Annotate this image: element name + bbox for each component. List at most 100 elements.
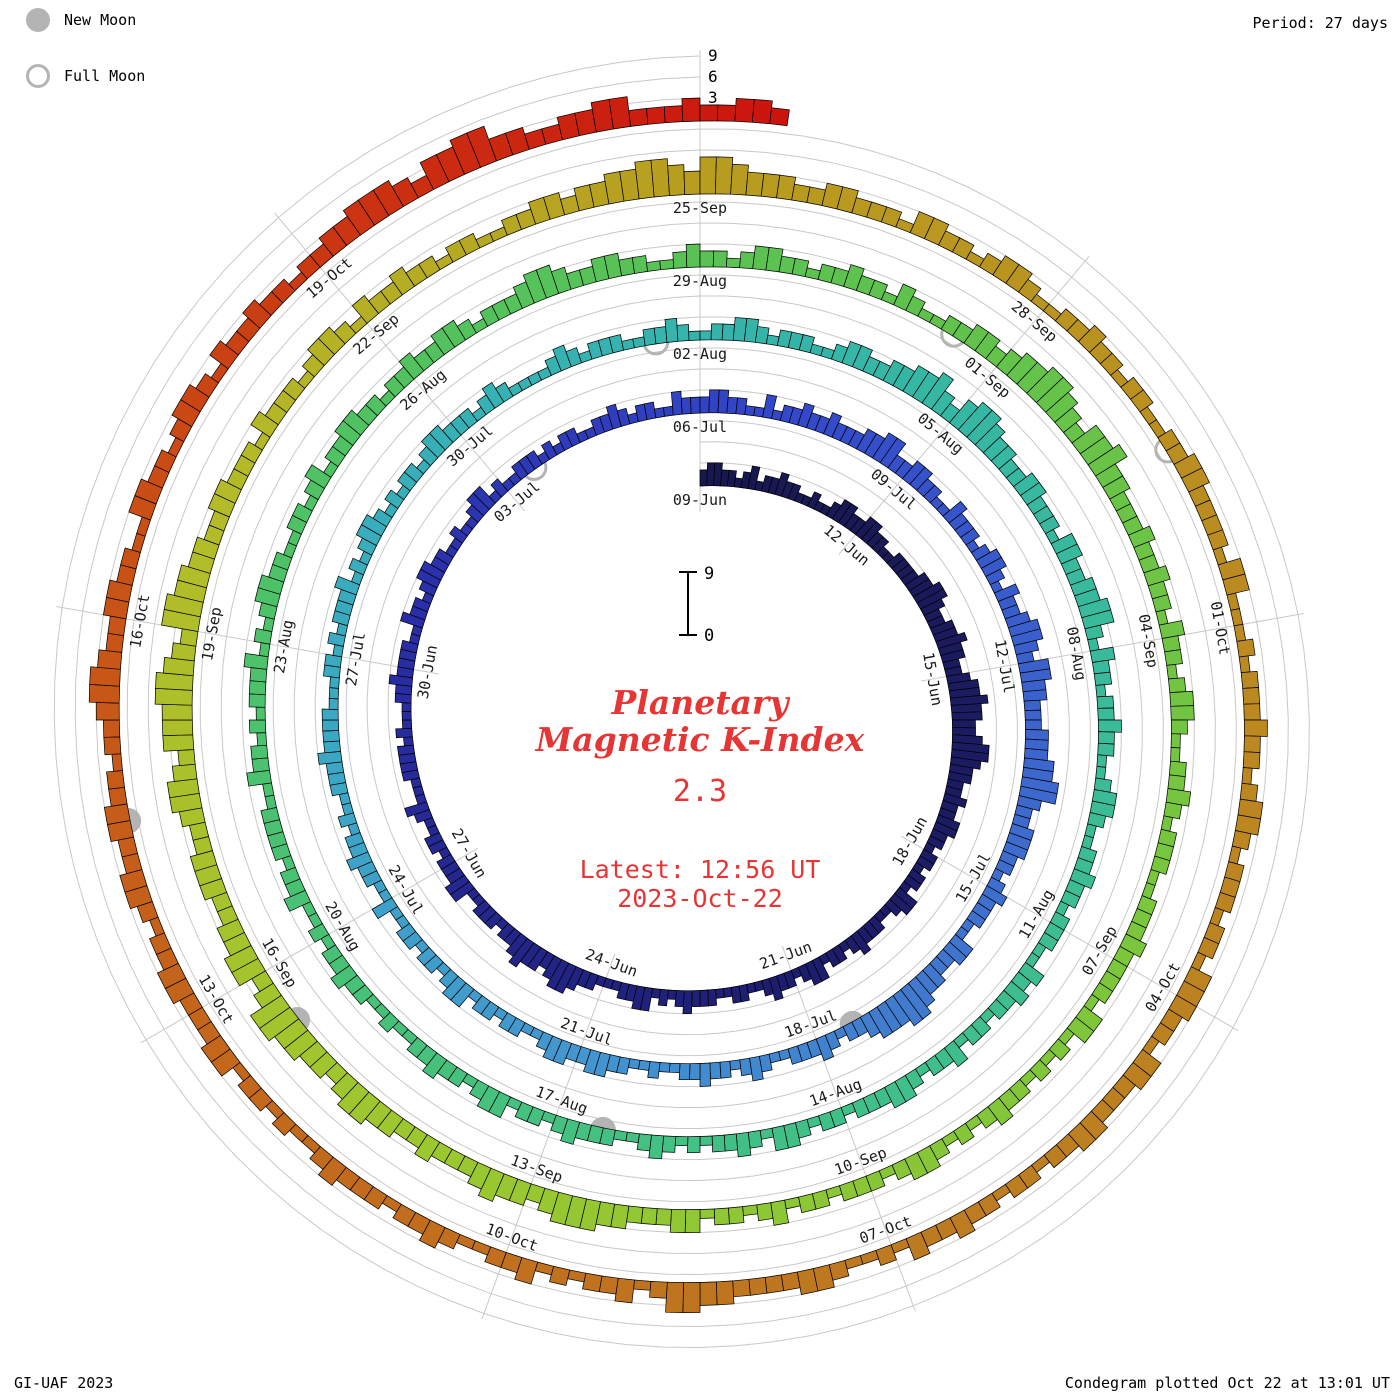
k-bar	[1230, 608, 1244, 627]
k-bar	[653, 326, 668, 345]
legend-full-moon: Full Moon	[26, 64, 145, 88]
k-bar	[322, 730, 340, 743]
k-bar	[787, 483, 802, 502]
k-bar	[1077, 324, 1107, 353]
k-bar	[1168, 677, 1187, 693]
k-bar	[102, 719, 121, 738]
k-bar	[251, 757, 270, 773]
k-bar	[608, 96, 631, 130]
k-bar	[307, 923, 330, 943]
k-bar	[761, 977, 774, 997]
k-bar	[951, 237, 975, 260]
k-bar	[1016, 795, 1042, 812]
k-bar	[754, 326, 770, 345]
k-bar	[1242, 687, 1261, 705]
k-bar	[1096, 695, 1115, 709]
k-bar	[1097, 742, 1115, 757]
k-bar	[495, 381, 514, 403]
k-bar	[1151, 594, 1172, 613]
k-bar	[966, 409, 1002, 446]
k-bar	[1197, 936, 1220, 960]
k-bar	[466, 125, 497, 168]
k-bar	[699, 250, 715, 268]
k-bar	[131, 532, 146, 553]
k-bar	[1243, 703, 1261, 721]
scale-bar-min-label: 0	[704, 626, 714, 646]
date-label: 28-Sep	[1008, 297, 1061, 346]
k-bar	[926, 835, 945, 851]
k-bar	[796, 1268, 819, 1296]
k-bar	[769, 107, 790, 127]
k-bar	[434, 548, 454, 566]
k-bar	[514, 1257, 539, 1285]
k-bar	[669, 1208, 687, 1233]
k-bar	[904, 1152, 929, 1181]
k-bar	[699, 1062, 711, 1087]
k-bar	[726, 257, 741, 269]
k-bar	[674, 990, 685, 1008]
k-bar	[1234, 814, 1262, 836]
k-bar	[1087, 637, 1100, 652]
k-bar	[490, 478, 509, 498]
k-bar	[424, 832, 444, 848]
k-bar	[189, 850, 218, 872]
k-bar	[1004, 1174, 1029, 1199]
k-bar	[804, 960, 823, 986]
k-bar	[678, 1063, 691, 1081]
k-bar	[253, 982, 282, 1009]
k-bar	[105, 632, 125, 653]
k-bar	[987, 1097, 1014, 1126]
k-bar	[648, 1134, 664, 1160]
k-bar	[1095, 684, 1107, 698]
k-bar	[699, 156, 717, 195]
k-bar	[177, 564, 211, 589]
k-bar	[1119, 933, 1147, 958]
k-bar	[1143, 565, 1171, 587]
k-bar	[1243, 719, 1268, 737]
k-bar	[394, 693, 412, 704]
k-bar	[1067, 1122, 1097, 1152]
k-bar	[404, 801, 430, 818]
k-bar	[1243, 735, 1261, 753]
k-bar	[1168, 994, 1197, 1022]
k-bar	[655, 1208, 672, 1226]
k-bar	[388, 674, 413, 687]
full-moon-icon	[26, 64, 50, 88]
k-bar	[484, 1246, 507, 1268]
k-bar	[859, 1249, 880, 1265]
k-bar	[716, 1280, 735, 1306]
k-bar	[472, 899, 492, 918]
k-bar	[171, 642, 197, 662]
k-bar	[844, 935, 861, 955]
k-bar	[271, 278, 296, 304]
k-bar	[784, 1196, 801, 1210]
k-bar	[1054, 407, 1083, 433]
k-bar	[637, 1059, 651, 1071]
k-bar	[930, 390, 956, 417]
k-bar	[304, 464, 332, 489]
k-bar	[966, 910, 986, 929]
k-bar	[1089, 646, 1116, 663]
k-bar	[243, 653, 269, 670]
k-bar	[1102, 475, 1131, 500]
k-bar	[663, 405, 674, 417]
k-bar	[1018, 961, 1045, 987]
inner-scale-bar: 90	[679, 564, 714, 646]
k-bar	[250, 994, 291, 1029]
k-bar	[1161, 635, 1181, 653]
k-bar	[1089, 800, 1116, 819]
k-bar	[272, 551, 293, 571]
k-bar	[951, 719, 976, 729]
k-bar	[444, 874, 470, 896]
k-bar	[825, 948, 841, 968]
k-bar	[776, 174, 797, 201]
k-bar	[661, 1135, 677, 1153]
k-bar	[1241, 767, 1253, 785]
k-bar	[699, 1281, 718, 1306]
k-bar	[868, 279, 889, 301]
k-bar	[687, 1136, 701, 1154]
k-bar	[108, 786, 128, 807]
k-bar	[1084, 624, 1104, 641]
k-bar	[690, 396, 701, 414]
k-bar	[330, 1072, 359, 1100]
